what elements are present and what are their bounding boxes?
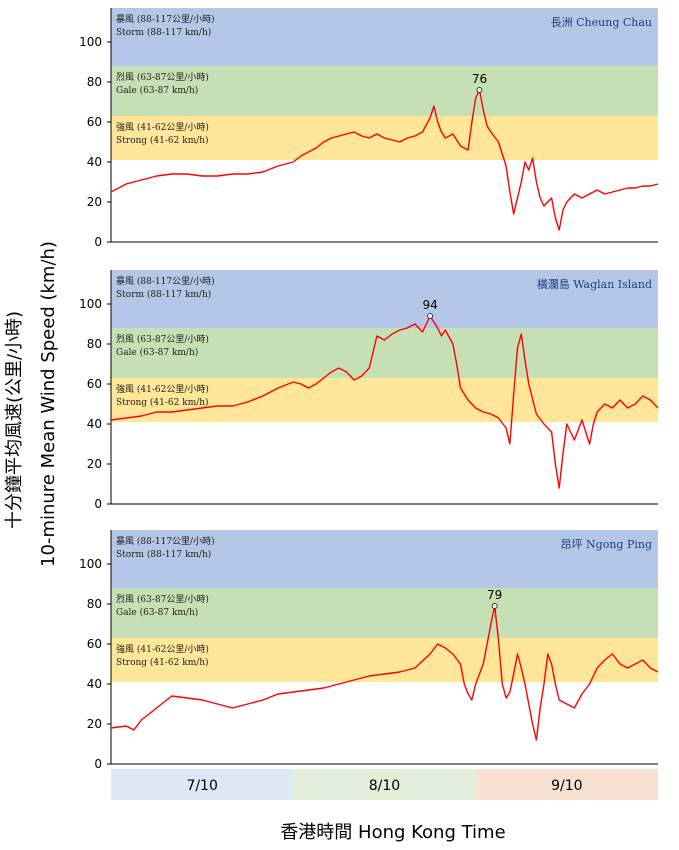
y-tick-label: 80 [87,75,102,89]
y-tick-label: 60 [87,377,102,391]
band-label-zh: 強風 (41-62公里/小時) [116,121,209,133]
day-label: 7/10 [186,778,217,794]
y-tick-label: 20 [87,195,102,209]
band-label-zh: 暴風 (88-117公里/小時) [116,536,215,547]
band-label-zh: 烈風 (63-87公里/小時) [116,594,209,605]
band-label-zh: 暴風 (88-117公里/小時) [116,14,215,25]
band-label-en: Strong (41-62 km/h) [116,135,209,146]
band-gale [111,588,658,638]
station-name: 昂坪 Ngong Ping [561,538,652,551]
station-name: 長洲 Cheung Chau [551,16,652,29]
band-label-zh: 烈風 (63-87公里/小時) [116,334,209,345]
y-tick-label: 60 [87,637,102,651]
peak-marker [427,313,434,319]
wind-speed-series [110,605,659,741]
day-cell [475,769,658,800]
day-label: 8/10 [369,778,400,794]
y-tick-label: 80 [87,597,102,611]
y-tick-label: 60 [87,115,102,129]
band-gale [111,66,658,116]
band-label-zh: 烈風 (63-87公里/小時) [116,72,209,83]
station-name: 橫瀾島 Waglan Island [537,277,652,291]
band-storm [111,8,658,66]
y-tick-label: 20 [87,457,102,471]
band-label-en: Gale (63-87 km/h) [116,347,198,358]
band-gale [111,328,658,378]
band-storm [111,270,658,328]
y-tick-label: 40 [87,417,102,431]
band-label-en: Strong (41-62 km/h) [116,657,209,668]
peak-label: 79 [487,588,502,602]
band-label-en: Storm (88-117 km/h) [116,289,211,300]
wind-speed-series [110,89,659,231]
peak-label: 76 [472,72,487,86]
day-cell [111,769,294,800]
y-tick-label: 0 [94,235,102,249]
y-tick-label: 40 [87,677,102,691]
peak-marker [476,87,483,93]
y-tick-label: 0 [94,497,102,511]
band-storm [111,530,658,588]
y-tick-label: 40 [87,155,102,169]
panel-3: 強風 (41-62公里/小時) Strong (41-62 km/h) 烈風 (63… [79,530,659,771]
date-strip: 7/10 8/10 9/10 [111,769,658,800]
x-axis-label: 香港時間 Hong Kong Time [280,822,505,843]
peak-label: 94 [422,298,437,312]
y-tick-label: 80 [87,337,102,351]
band-strong [111,378,658,422]
wind-speed-series [110,315,659,489]
day-label: 9/10 [551,778,582,794]
band-label-en: Gale (63-87 km/h) [116,607,198,618]
y-axis-label-en: 10-minure Mean Wind Speed (km/h) [38,241,59,567]
chart-panels: 強風 (41-62公里/小時) Strong (41-62 km/h) 烈風 (63… [79,8,659,771]
y-tick-label: 100 [79,35,102,49]
y-tick-label: 20 [87,717,102,731]
day-cell [293,769,476,800]
band-label-zh: 強風 (41-62公里/小時) [116,643,209,655]
y-tick-label: 0 [94,757,102,771]
band-label-zh: 暴風 (88-117公里/小時) [116,276,215,287]
peak-marker [491,603,498,609]
band-label-en: Gale (63-87 km/h) [116,85,198,96]
panel-1: 強風 (41-62公里/小時) Strong (41-62 km/h) 烈風 (63… [79,8,659,249]
band-label-en: Storm (88-117 km/h) [116,27,211,38]
band-label-en: Storm (88-117 km/h) [116,549,211,560]
y-axis-label-zh: 十分鐘平均風速(公里/小時) [4,311,25,529]
band-label-en: Strong (41-62 km/h) [116,397,209,408]
panel-2: 強風 (41-62公里/小時) Strong (41-62 km/h) 烈風 (63… [79,270,659,511]
y-tick-label: 100 [79,557,102,571]
band-label-zh: 強風 (41-62公里/小時) [116,383,209,395]
y-tick-label: 100 [79,297,102,311]
